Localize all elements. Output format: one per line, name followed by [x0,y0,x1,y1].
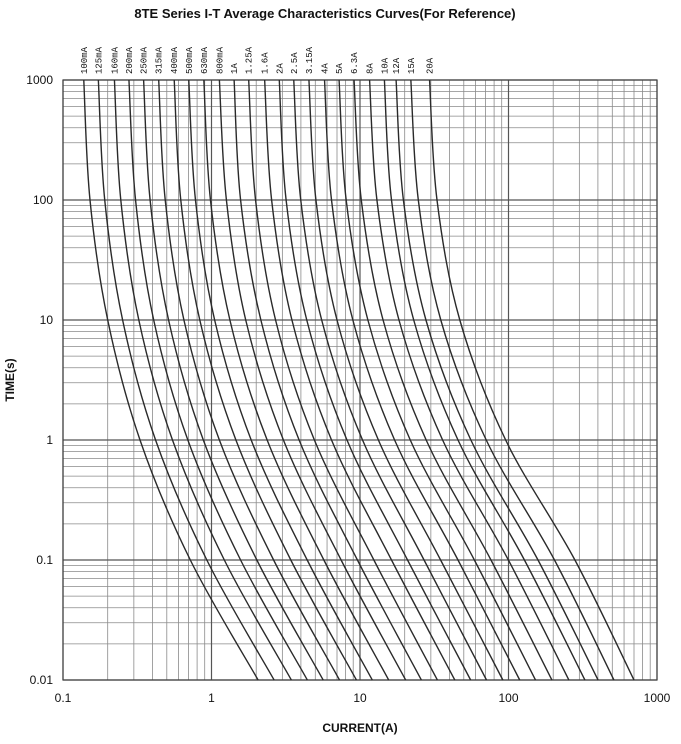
curve-label: 400mA [170,46,180,74]
curve [128,79,308,681]
curve-label: 6.3A [350,52,360,74]
x-axis-label: CURRENT(A) [322,721,397,735]
curve-label: 160mA [110,46,120,74]
x-tick-label: 10 [353,691,367,705]
y-tick-label: 1 [46,433,53,447]
curve-label: 630mA [200,46,210,74]
curve-label: 315mA [155,46,165,74]
x-tick-label: 1000 [644,691,671,705]
curve [173,79,358,681]
curve-label: 15A [407,57,417,74]
x-tick-label: 100 [498,691,518,705]
curve-label: 3.15A [305,46,315,74]
curve [410,79,615,681]
curve [97,79,275,681]
curve-label: 1.6A [261,52,271,74]
curve [308,79,504,681]
curve [218,79,407,681]
curve [158,79,341,681]
curve [323,79,521,681]
curve [247,79,439,681]
curve [293,79,488,681]
curve-label: 125mA [94,46,104,74]
curve [395,79,599,681]
curve-label: 5A [335,63,345,74]
curve-label: 1A [230,63,240,74]
curve-label: 1.25A [245,46,255,74]
curve [353,79,553,681]
curve-label: 20A [426,57,436,74]
y-tick-label: 10 [40,313,54,327]
curve [142,79,324,681]
curve [113,79,292,681]
curve [278,79,472,681]
y-axis-label: TIME(s) [3,358,17,401]
curve-label: 2.5A [290,52,300,74]
curve-label: 12A [392,57,402,74]
curve-label: 4A [321,63,331,74]
curve [83,79,259,681]
y-tick-label: 100 [33,193,53,207]
curve [233,79,422,681]
y-tick-label: 0.1 [36,553,53,567]
curve-label: 500mA [185,46,195,74]
y-tick-label: 0.01 [30,673,54,687]
curve-label: 200mA [125,46,135,74]
x-tick-label: 1 [208,691,215,705]
plot-frame [62,79,658,681]
curve [428,79,635,681]
curve-label: 800mA [215,46,225,74]
curve-label: 250mA [140,46,150,74]
curve-label: 2A [275,63,285,74]
curve [383,79,586,681]
curve [203,79,390,681]
chart-title: 8TE Series I-T Average Characteristics C… [134,6,515,21]
curve [338,79,537,681]
x-tick-label: 0.1 [55,691,72,705]
y-tick-label: 1000 [26,73,53,87]
curve [188,79,373,681]
curve [263,79,456,681]
curve-label: 8A [366,63,376,74]
curve-label: 10A [380,57,390,74]
curve-label: 100mA [80,46,90,74]
curve [368,79,570,681]
